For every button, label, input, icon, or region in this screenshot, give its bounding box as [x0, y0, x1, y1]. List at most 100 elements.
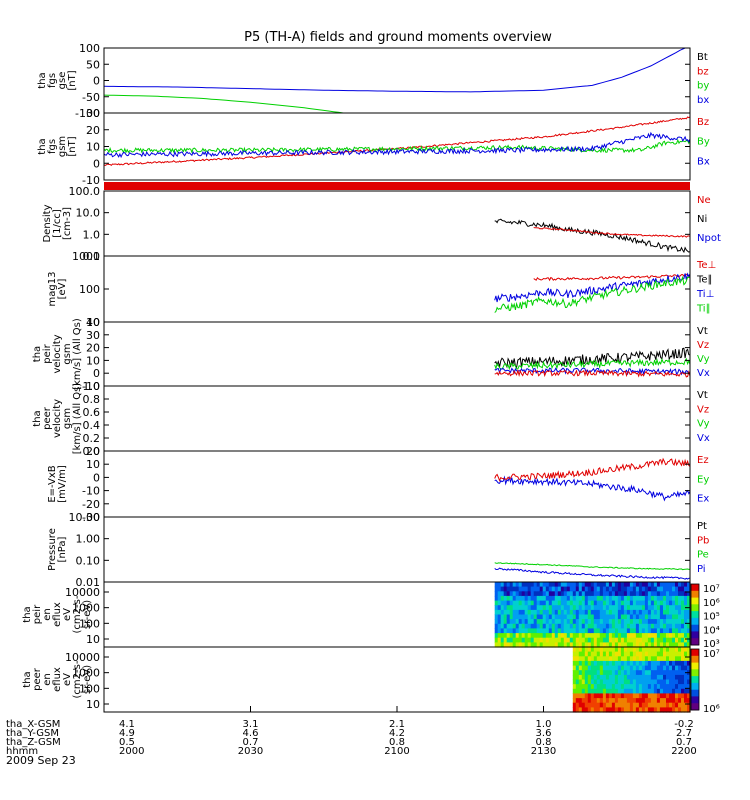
spectrogram-cell [497, 595, 502, 602]
spectrogram-cell [681, 670, 685, 676]
spectrogram-cell [672, 586, 676, 592]
spectrogram-cell [575, 684, 580, 690]
y-axis-label: eV [62, 673, 73, 686]
spectrogram-cell [608, 702, 613, 708]
spectrogram-cell [497, 586, 502, 592]
spectrogram-cell [575, 600, 580, 606]
spectrogram-cell [593, 591, 598, 597]
spectrogram-cell [653, 582, 658, 588]
spectrogram-cell [663, 665, 667, 671]
spectrogram-cell [524, 591, 529, 597]
spectrogram-cell [650, 614, 655, 620]
spectrogram-cell [635, 591, 640, 597]
spectrogram-cell [599, 660, 604, 667]
spectrogram-cell [659, 693, 664, 699]
spectrogram-cell [617, 642, 622, 648]
spectrogram-cell [557, 614, 562, 620]
spectrogram-cell [663, 595, 667, 602]
spectrogram-cell [608, 660, 613, 667]
spectrogram-cell [596, 642, 601, 648]
spectrogram-cell [647, 647, 652, 653]
spectrogram-cell [659, 684, 664, 690]
spectrogram-cell [638, 647, 643, 653]
series-Ne [533, 227, 691, 238]
spectrogram-cell [650, 637, 655, 643]
spectrogram-cell [641, 707, 646, 713]
spectrogram-cell [545, 637, 550, 643]
spectrogram-cell [617, 647, 622, 653]
spectrogram-cell [515, 637, 520, 643]
spectrogram-cell [584, 684, 589, 690]
colorbar-segment [691, 662, 699, 670]
spectrogram-cell [669, 707, 673, 713]
spectrogram-cell [563, 623, 568, 629]
spectrogram-cell [626, 693, 631, 699]
spectrogram-cell [666, 665, 670, 671]
spectrogram-cell [656, 586, 661, 592]
spectrogram-cell [578, 707, 583, 713]
spectrogram-cell [666, 637, 670, 643]
spectrogram-cell [611, 702, 616, 708]
spectrogram-cell [521, 623, 526, 629]
spectrogram-cell [584, 674, 589, 681]
spectrogram-cell [593, 614, 598, 620]
spectrogram-cell [497, 582, 502, 588]
spectrogram-cell [629, 591, 634, 597]
spectrogram-cell [611, 609, 616, 616]
spectrogram-cell [656, 665, 661, 671]
spectrogram-cell [659, 698, 664, 704]
spectrogram-cell [675, 679, 679, 685]
spectrogram-cell [659, 651, 664, 657]
spectrogram-cell [626, 647, 631, 653]
spectrogram-cell [684, 698, 688, 704]
spectrogram-cell [650, 693, 655, 699]
y-axis-label: sr-eV) [82, 665, 93, 694]
spectrogram-cell [569, 628, 574, 634]
y-tick-label: 30 [86, 107, 100, 120]
spectrogram-cell [554, 591, 559, 597]
colorbar-segment [691, 597, 699, 605]
spectrogram-cell [575, 595, 580, 602]
spectrogram-cell [638, 642, 643, 648]
spectrogram-cell [623, 595, 628, 602]
spectrogram-cell [650, 586, 655, 592]
spectrogram-cell [497, 623, 502, 629]
spectrogram-cell [593, 688, 598, 694]
spectrogram-cell [623, 628, 628, 634]
spectrogram-cell [650, 591, 655, 597]
spectrogram-cell [554, 605, 559, 611]
spectrogram-cell [539, 586, 544, 592]
spectrogram-cell [666, 688, 670, 694]
spectrogram-cell [599, 651, 604, 657]
orbit-value: 2100 [384, 746, 409, 757]
colorbar-segment [691, 676, 699, 684]
spectrogram-cell [614, 651, 619, 657]
spectrogram-cell [551, 582, 556, 588]
spectrogram-cell [659, 647, 664, 653]
spectrogram-cell [605, 698, 610, 704]
spectrogram-cell [572, 637, 577, 643]
spectrogram-cell [641, 688, 646, 694]
spectrogram-cell [542, 623, 547, 629]
spectrogram-cell [675, 633, 679, 639]
spectrogram-cell [614, 591, 619, 597]
spectrogram-cell [620, 688, 625, 694]
spectrogram-cell [494, 628, 499, 634]
spectrogram-cell [596, 707, 601, 713]
spectrogram-cell [599, 693, 604, 699]
spectrogram-cell [500, 595, 505, 602]
spectrogram-cell [647, 642, 652, 648]
spectrogram-cell [599, 647, 604, 653]
spectrogram-cell [681, 591, 685, 597]
spectrogram-cell [599, 707, 604, 713]
spectrogram-cell [647, 600, 652, 606]
spectrogram-cell [647, 665, 652, 671]
spectrogram-cell [593, 698, 598, 704]
spectrogram-cell [653, 670, 658, 676]
spectrogram-cell [578, 665, 583, 671]
spectrogram-cell [566, 642, 571, 648]
spectrogram-cell [666, 684, 670, 690]
spectrogram-cell [617, 595, 622, 602]
series-Ez [494, 457, 691, 482]
spectrogram-cell [678, 609, 682, 616]
